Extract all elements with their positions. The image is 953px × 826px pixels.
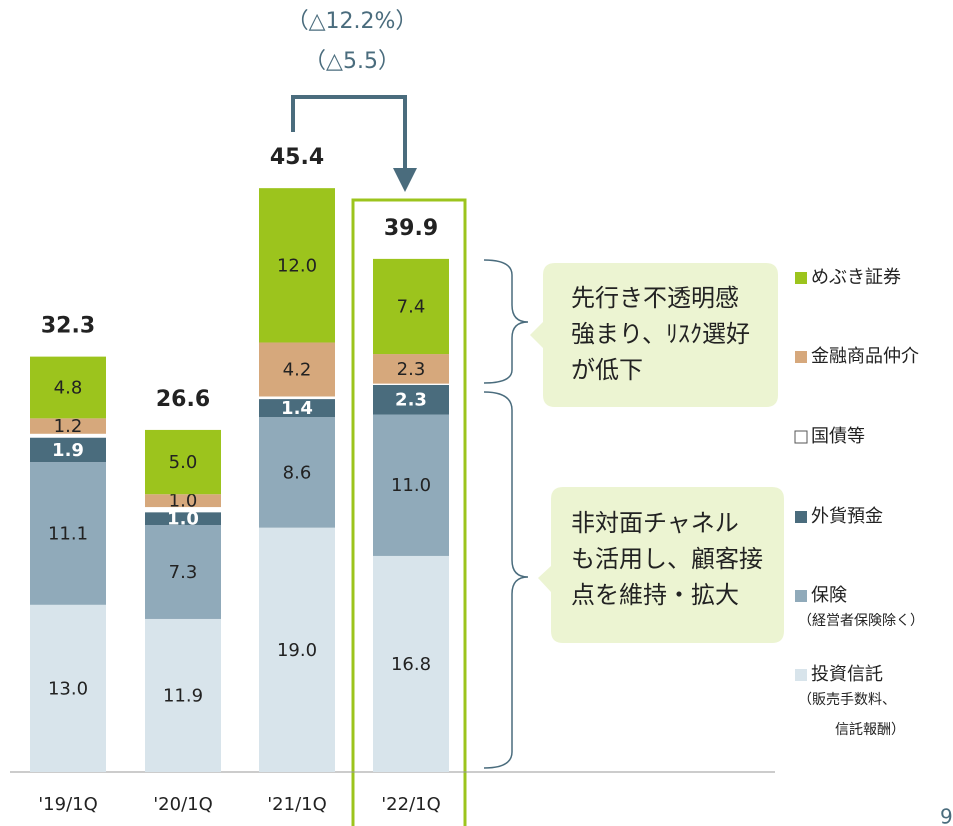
data-label: 8.6 [283, 462, 312, 483]
bar-segment [145, 429, 221, 495]
data-label: 19.0 [277, 640, 317, 661]
legend-swatch [795, 590, 807, 602]
legend-swatch [795, 272, 807, 284]
legend-label: 国債等 [811, 426, 865, 447]
data-label: 13.0 [48, 678, 88, 699]
bar-segment [259, 527, 335, 772]
data-label: 16.8 [391, 654, 431, 675]
bar-segment [30, 462, 106, 605]
legend-note: （販売手数料、 [798, 692, 896, 708]
data-label: 12.0 [277, 255, 317, 276]
callout-text: が低下 [571, 356, 643, 384]
legend-swatch [795, 669, 807, 681]
bar-segment [145, 512, 221, 526]
bar-segment [259, 342, 335, 397]
data-label: 11.9 [163, 685, 203, 706]
bar-segment [259, 396, 335, 400]
data-label: 4.2 [283, 359, 312, 380]
total-label: 26.6 [156, 387, 210, 412]
total-label: 32.3 [41, 314, 95, 339]
bar-segment [30, 418, 106, 434]
bar-segment [30, 433, 106, 438]
data-label: 4.8 [54, 377, 83, 398]
bar-segment [145, 507, 221, 513]
bar-segment [30, 604, 106, 772]
bar-segment [373, 384, 449, 415]
bar-segment [259, 399, 335, 418]
x-tick-label: '19/1Q [38, 794, 98, 815]
legend-note: 信託報酬） [835, 722, 905, 738]
data-label: 1.2 [54, 416, 83, 437]
legend-swatch [795, 511, 807, 523]
data-label: 1.0 [167, 509, 199, 530]
callout-text: 先行き不透明感 [571, 284, 739, 312]
bar-segment [145, 494, 221, 508]
data-label: 1.9 [52, 440, 84, 461]
bar-segment [30, 437, 106, 463]
data-label: 7.3 [169, 562, 198, 583]
x-tick-label: '20/1Q [153, 794, 213, 815]
annotation: （△12.2%） [287, 9, 418, 34]
data-label: 2.3 [397, 359, 426, 380]
callout-text: 非対面チャネル [571, 509, 739, 537]
page-number: 9 [940, 805, 953, 826]
legend-swatch [795, 351, 807, 363]
callout-text: 点を維持・拡大 [571, 581, 739, 609]
brace [483, 391, 529, 769]
bar-segment [259, 417, 335, 528]
bar-segment [373, 414, 449, 556]
callout-text: も活用し、顧客接 [571, 545, 763, 573]
total-label: 45.4 [270, 145, 324, 170]
legend-label: 金融商品仲介 [811, 346, 919, 367]
arrow [291, 95, 407, 172]
x-tick-label: '22/1Q [381, 794, 441, 815]
bar-segment [373, 383, 449, 385]
data-label: 11.1 [48, 523, 88, 544]
data-label: 5.0 [169, 452, 198, 473]
arrow-head [393, 168, 417, 192]
legend-note: （経営者保険除く） [798, 613, 924, 629]
total-label: 39.9 [384, 216, 438, 241]
x-tick-label: '21/1Q [267, 794, 327, 815]
data-label: 1.0 [169, 491, 198, 512]
legend-label: 投資信託 [811, 664, 883, 685]
bar-segment [373, 555, 449, 772]
bar-segment [145, 618, 221, 772]
legend-label: めぶき証券 [811, 267, 901, 288]
bar-segment [373, 354, 449, 384]
legend-swatch [794, 430, 808, 444]
data-label: 11.0 [391, 475, 431, 496]
bar-segment [373, 258, 449, 355]
callout-box [538, 487, 784, 643]
bar-segment [145, 525, 221, 619]
brace [483, 259, 529, 384]
data-label: 2.3 [395, 390, 427, 411]
annotation: （△5.5） [304, 49, 400, 74]
bar-segment [30, 356, 106, 419]
callout-box [530, 263, 778, 407]
bar-segment [259, 188, 335, 343]
callout-text: 強まり、ﾘｽｸ選好 [571, 320, 750, 348]
legend-label: 保険 [811, 585, 847, 606]
data-label: 7.4 [397, 296, 426, 317]
legend-label: 外貨預金 [811, 506, 883, 527]
highlight-box [351, 198, 467, 826]
data-label: 1.4 [281, 398, 313, 419]
